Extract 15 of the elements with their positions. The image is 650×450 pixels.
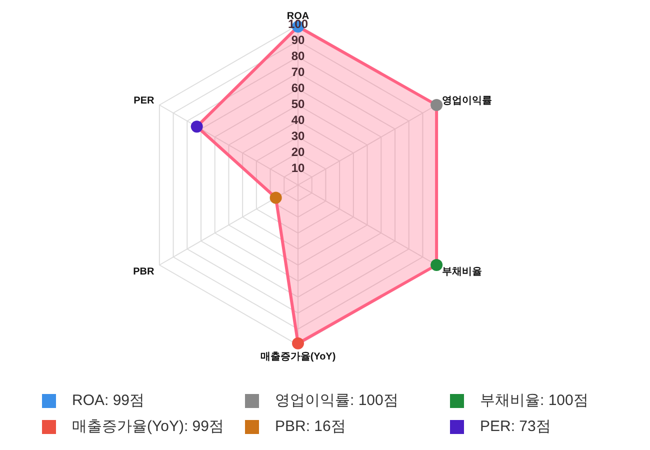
y-tick-label: 20 xyxy=(291,145,305,160)
y-tick-label: 60 xyxy=(291,81,305,96)
notes: ROA: 99점 영업이익률: 100점 부채비율: 100점 매출증가율(YoY): 99점 PBR: 16점 PER: 73점 xyxy=(42,392,588,435)
y-tick-label: 40 xyxy=(291,113,305,128)
spoke-label: 영업이익률 xyxy=(442,96,492,107)
y-tick-label: 50 xyxy=(291,97,305,112)
y-tick-label: 90 xyxy=(291,33,305,48)
spoke-label: PBR xyxy=(133,266,154,278)
spoke-label: PER xyxy=(134,96,154,107)
spoke-label: 매출증가율(YoY) xyxy=(260,351,336,362)
y-tick-label: 80 xyxy=(291,49,305,64)
y-tick-label: 30 xyxy=(291,129,305,144)
y-tick-label: 10 xyxy=(291,161,305,176)
y-tick-label: 70 xyxy=(291,65,305,80)
spoke-label: 부채비율 xyxy=(442,266,482,278)
